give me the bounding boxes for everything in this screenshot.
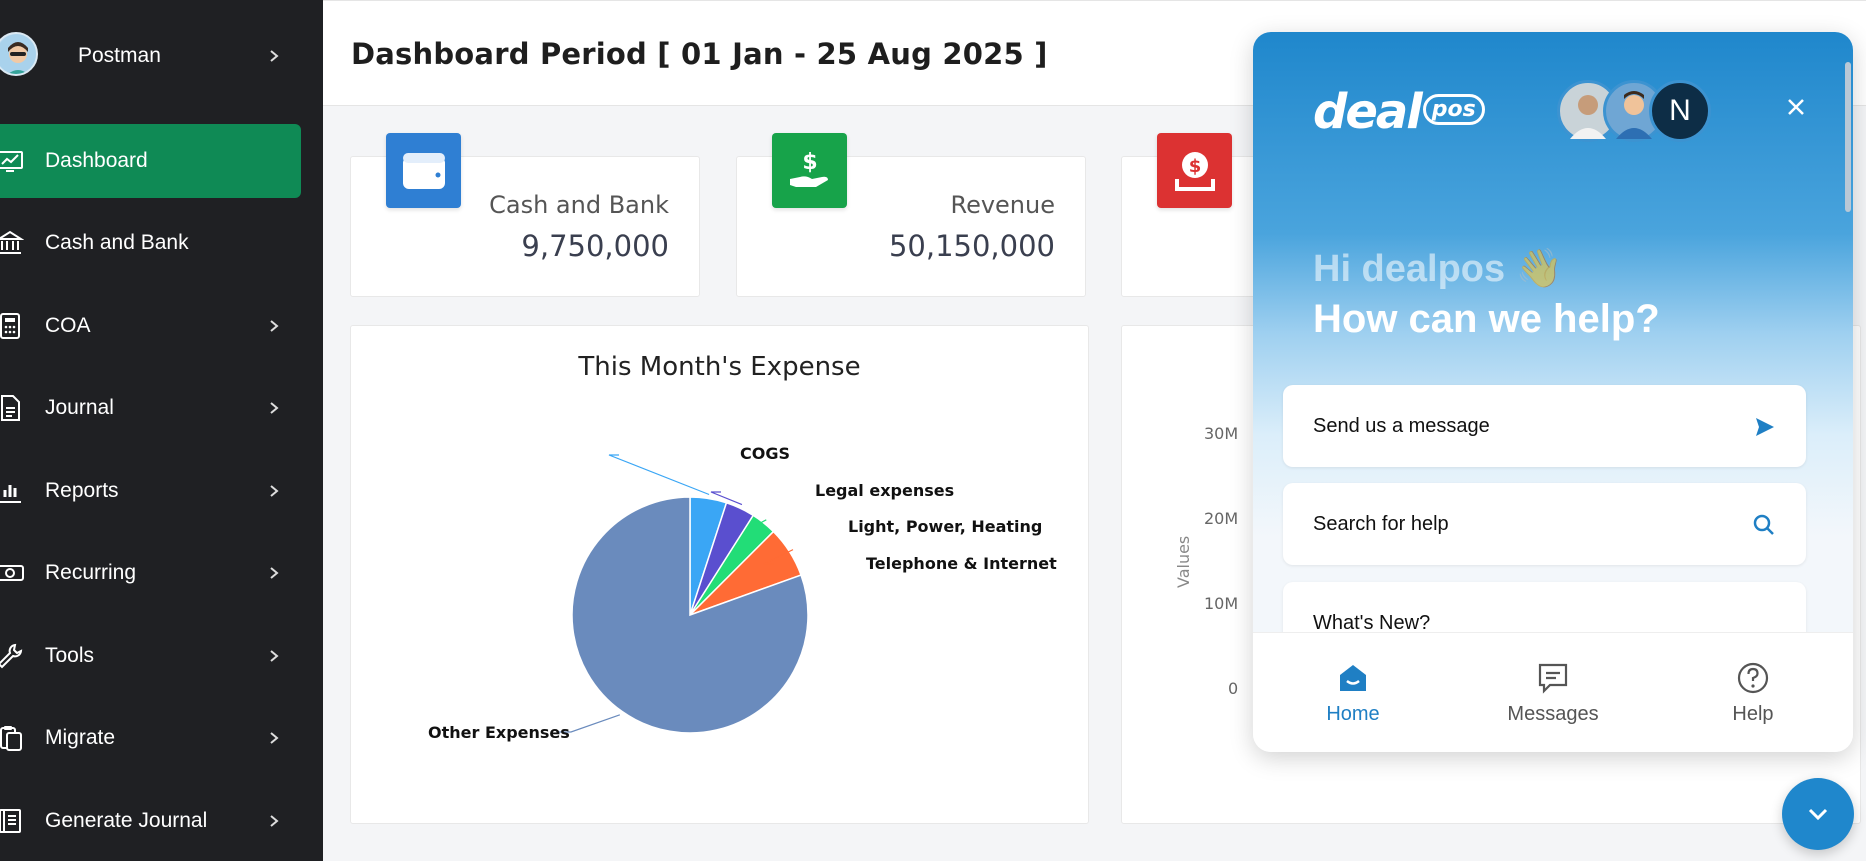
pie-label-legal-expenses: Legal expenses xyxy=(815,481,955,500)
pie-leader-line xyxy=(763,549,794,565)
chevron-right-icon xyxy=(270,50,279,62)
card-label: Cash and Bank xyxy=(489,191,669,219)
chevron-right-icon xyxy=(270,402,279,414)
chart-title: This Month's Expense xyxy=(578,352,861,382)
dealpos-logo: deal pos xyxy=(1313,84,1485,140)
agent-avatar-initial: N xyxy=(1649,80,1711,142)
money-icon xyxy=(0,565,24,581)
scroll-thumb[interactable] xyxy=(1845,62,1851,212)
book-icon xyxy=(0,809,21,833)
sidebar-item-coa[interactable]: COA xyxy=(0,289,301,363)
home-icon xyxy=(1340,665,1366,691)
wallet-icon xyxy=(386,133,461,208)
dollar-tray-icon: $ xyxy=(1157,133,1232,208)
chevron-right-icon xyxy=(270,732,279,744)
sidebar: Postman Dashboard Cash and Bank COA Jour… xyxy=(0,0,323,861)
bank-icon xyxy=(0,230,24,254)
close-icon[interactable] xyxy=(1781,92,1811,122)
chevron-down-icon xyxy=(1808,808,1828,821)
pie-label-telephone-internet: Telephone & Internet xyxy=(866,554,1057,573)
pie-leader-line xyxy=(750,519,767,529)
message-icon xyxy=(1538,663,1568,694)
pie-leader-line xyxy=(710,491,743,506)
card-value: 9,750,000 xyxy=(521,229,669,263)
greeting-line-1: Hi dealpos 👋 xyxy=(1313,248,1564,290)
y-tick: 10M xyxy=(1204,594,1239,613)
card-label: Revenue xyxy=(950,191,1055,219)
search-help-label: Search for help xyxy=(1313,513,1449,535)
bar-chart-icon xyxy=(0,480,21,503)
pie-leader-line xyxy=(608,454,710,496)
sidebar-item-migrate[interactable]: Migrate xyxy=(0,701,301,775)
pie-label-cogs: COGS xyxy=(740,444,790,463)
svg-text:$: $ xyxy=(802,150,817,175)
chart-line-icon xyxy=(0,151,23,172)
summary-card-revenue[interactable]: $ Revenue 50,150,000 xyxy=(736,133,1086,297)
pie-label-other-expenses: Other Expenses xyxy=(428,723,570,742)
sidebar-item-cash-and-bank[interactable]: Cash and Bank xyxy=(0,206,301,280)
expense-chart-panel: This Month's Expense COGS Legal expenses… xyxy=(350,325,1089,824)
y-tick: 20M xyxy=(1204,509,1239,528)
y-axis-title: Values xyxy=(1174,535,1193,588)
support-team-avatars: N xyxy=(1557,80,1737,142)
sidebar-item-label: Dashboard xyxy=(45,149,148,172)
sidebar-item-reports[interactable]: Reports xyxy=(0,454,301,528)
wrench-icon xyxy=(0,643,23,669)
svg-text:$: $ xyxy=(1188,156,1201,177)
card-value: 50,150,000 xyxy=(888,229,1055,263)
whats-new-label: What's New? xyxy=(1313,612,1431,634)
sidebar-item-tools[interactable]: Tools xyxy=(0,619,301,693)
tab-help[interactable]: Help xyxy=(1683,661,1823,726)
page-title: Dashboard Period [ 01 Jan - 25 Aug 2025 … xyxy=(351,37,1048,71)
tab-messages[interactable]: Messages xyxy=(1483,661,1623,726)
chevron-right-icon xyxy=(270,485,279,497)
sidebar-item-recurring[interactable]: Recurring xyxy=(0,536,301,610)
chat-tab-bar: Home Messages Help xyxy=(1253,632,1853,752)
tab-label: Messages xyxy=(1507,703,1599,725)
sidebar-item-label: Reports xyxy=(45,479,119,502)
hand-dollar-icon: $ xyxy=(772,133,847,208)
help-icon xyxy=(1737,662,1769,694)
user-name: Postman xyxy=(78,44,161,67)
sidebar-item-label: Tools xyxy=(45,644,95,667)
pie-slice[interactable] xyxy=(571,496,809,734)
sidebar-item-label: Journal xyxy=(45,396,114,419)
sidebar-item-label: COA xyxy=(45,314,91,337)
user-profile-menu[interactable]: Postman xyxy=(0,20,323,92)
chevron-right-icon xyxy=(270,650,279,662)
send-icon xyxy=(1756,418,1774,436)
pie-chart xyxy=(557,454,809,734)
send-message-label: Send us a message xyxy=(1313,415,1490,437)
chevron-right-icon xyxy=(270,320,279,332)
document-icon xyxy=(1,395,20,421)
support-chat-widget: deal pos N Hi dealpos 👋 How can we help? … xyxy=(1253,32,1853,752)
tab-home[interactable]: Home xyxy=(1283,661,1423,726)
sidebar-item-journal[interactable]: Journal xyxy=(0,371,301,445)
sidebar-item-label: Generate Journal xyxy=(45,809,208,832)
chat-scrollbar[interactable] xyxy=(1843,44,1853,644)
send-message-button[interactable]: Send us a message xyxy=(1283,385,1806,467)
pie-leader-line xyxy=(557,714,621,733)
chevron-right-icon xyxy=(270,815,279,827)
greeting-line-2: How can we help? xyxy=(1313,297,1660,341)
chat-collapse-button[interactable] xyxy=(1782,778,1854,850)
user-avatar xyxy=(0,32,38,76)
sidebar-item-generate-journal[interactable]: Generate Journal xyxy=(0,784,301,858)
sidebar-item-dashboard[interactable]: Dashboard xyxy=(0,124,301,198)
sidebar-item-label: Cash and Bank xyxy=(45,231,189,254)
tab-label: Home xyxy=(1326,703,1380,725)
search-help-button[interactable]: Search for help xyxy=(1283,483,1806,565)
pie-label-light-power-heating: Light, Power, Heating xyxy=(848,517,1043,536)
y-tick: 30M xyxy=(1204,424,1239,443)
clipboard-icon xyxy=(0,726,22,751)
tab-label: Help xyxy=(1732,703,1774,725)
chevron-right-icon xyxy=(270,567,279,579)
calculator-icon xyxy=(0,313,20,339)
sidebar-item-label: Recurring xyxy=(45,561,137,584)
summary-card-cash-and-bank[interactable]: Cash and Bank 9,750,000 xyxy=(350,133,700,297)
sidebar-item-label: Migrate xyxy=(45,726,116,749)
search-icon xyxy=(1753,514,1774,535)
y-tick: 0 xyxy=(1228,679,1239,698)
